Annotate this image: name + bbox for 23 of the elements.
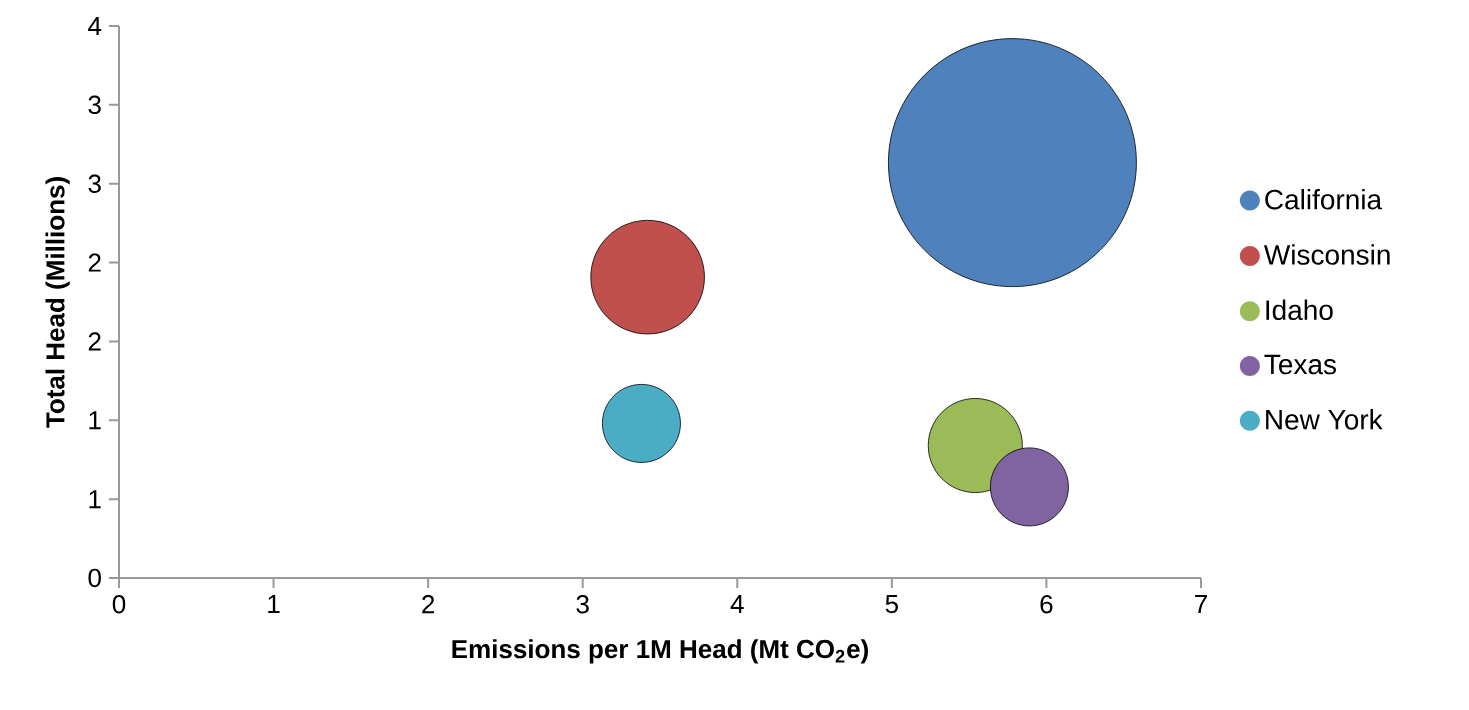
y-axis-title: Total Head (Millions)	[45, 177, 70, 428]
x-axis-title: Emissions per 1M Head (Mt CO$_{2}$e)	[452, 639, 868, 664]
x-tick-label: 6	[1040, 595, 1053, 614]
y-tick-label: 3	[88, 95, 101, 114]
legend-label: Wisconsin	[1263, 244, 1390, 265]
y-tick-label: 1	[89, 490, 101, 509]
legend-label: California	[1265, 188, 1383, 210]
x-tick-label: 0	[112, 595, 126, 614]
y-tick-label: 2	[88, 332, 101, 351]
x-tick-label: 5	[885, 595, 898, 614]
y-tick-label: 1	[89, 411, 101, 430]
legend-label: Texas	[1264, 354, 1336, 375]
x-tick-label: 7	[1195, 595, 1207, 613]
y-tick-label: 2	[88, 253, 101, 272]
legend-label: New York	[1266, 409, 1383, 430]
x-tick-label: 1	[268, 595, 280, 613]
x-tick-label: 3	[576, 595, 589, 614]
x-tick-label: 2	[422, 595, 435, 614]
y-tick-label: 0	[88, 568, 101, 588]
x-tick-label: 4	[730, 595, 744, 613]
y-tick-label: 3	[88, 174, 101, 193]
legend-label: Idaho	[1266, 299, 1333, 321]
y-tick-label: 4	[88, 17, 102, 35]
